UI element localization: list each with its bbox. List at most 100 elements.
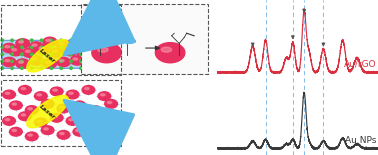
Ellipse shape	[5, 60, 10, 62]
Ellipse shape	[60, 39, 62, 42]
Ellipse shape	[27, 95, 68, 128]
Ellipse shape	[80, 50, 85, 52]
Ellipse shape	[119, 60, 121, 62]
Ellipse shape	[31, 60, 33, 62]
Ellipse shape	[50, 48, 64, 57]
Ellipse shape	[57, 104, 70, 113]
Ellipse shape	[1, 39, 3, 42]
Ellipse shape	[12, 103, 17, 105]
Ellipse shape	[34, 118, 47, 127]
Ellipse shape	[161, 47, 172, 52]
Ellipse shape	[99, 60, 102, 62]
Ellipse shape	[11, 39, 13, 42]
Ellipse shape	[37, 120, 42, 122]
Ellipse shape	[107, 50, 112, 52]
Ellipse shape	[43, 59, 57, 68]
Ellipse shape	[3, 90, 15, 99]
Ellipse shape	[70, 56, 84, 65]
Ellipse shape	[12, 49, 17, 51]
Ellipse shape	[11, 60, 13, 62]
Ellipse shape	[101, 120, 105, 122]
Ellipse shape	[104, 48, 118, 57]
Ellipse shape	[99, 53, 102, 55]
Ellipse shape	[107, 128, 112, 130]
Ellipse shape	[99, 46, 102, 49]
Ellipse shape	[60, 53, 62, 55]
Ellipse shape	[53, 115, 57, 118]
Ellipse shape	[69, 119, 73, 121]
Ellipse shape	[89, 131, 102, 139]
Ellipse shape	[85, 114, 89, 116]
Ellipse shape	[109, 46, 112, 49]
Ellipse shape	[5, 92, 10, 94]
Ellipse shape	[5, 46, 10, 48]
Ellipse shape	[3, 117, 15, 125]
Ellipse shape	[87, 61, 91, 63]
Ellipse shape	[5, 119, 10, 121]
Ellipse shape	[59, 42, 64, 45]
Ellipse shape	[70, 46, 72, 49]
Ellipse shape	[80, 60, 82, 62]
Ellipse shape	[50, 113, 63, 122]
Ellipse shape	[36, 45, 50, 54]
Ellipse shape	[80, 53, 82, 55]
Ellipse shape	[73, 44, 78, 46]
Ellipse shape	[70, 53, 72, 55]
Ellipse shape	[50, 60, 53, 62]
Ellipse shape	[50, 39, 53, 42]
Ellipse shape	[21, 67, 23, 69]
Ellipse shape	[57, 57, 70, 67]
Ellipse shape	[107, 102, 112, 104]
Ellipse shape	[40, 39, 43, 42]
Text: $h\nu$: $h\nu$	[147, 33, 160, 44]
Ellipse shape	[1, 46, 3, 49]
Ellipse shape	[98, 118, 111, 127]
Ellipse shape	[91, 133, 96, 135]
Ellipse shape	[60, 67, 62, 69]
Ellipse shape	[16, 59, 29, 68]
Ellipse shape	[1, 67, 3, 69]
Text: Laser: Laser	[39, 103, 57, 120]
Ellipse shape	[119, 39, 121, 42]
Ellipse shape	[50, 53, 53, 55]
FancyArrowPatch shape	[127, 36, 134, 43]
FancyBboxPatch shape	[81, 4, 208, 74]
Ellipse shape	[11, 67, 13, 69]
Ellipse shape	[98, 92, 111, 100]
Ellipse shape	[87, 41, 91, 43]
Ellipse shape	[77, 48, 91, 57]
Ellipse shape	[43, 37, 57, 46]
Ellipse shape	[16, 39, 29, 48]
Ellipse shape	[90, 53, 92, 55]
Ellipse shape	[60, 60, 62, 62]
Ellipse shape	[1, 53, 3, 55]
Ellipse shape	[90, 39, 92, 42]
Ellipse shape	[98, 56, 111, 65]
Ellipse shape	[9, 46, 23, 56]
Ellipse shape	[99, 67, 102, 69]
Ellipse shape	[70, 39, 72, 42]
Ellipse shape	[40, 67, 43, 69]
Ellipse shape	[9, 127, 22, 136]
Ellipse shape	[1, 60, 3, 62]
Ellipse shape	[90, 46, 92, 49]
Ellipse shape	[25, 106, 38, 114]
Ellipse shape	[84, 39, 98, 48]
Ellipse shape	[105, 126, 118, 135]
Ellipse shape	[41, 126, 54, 135]
Ellipse shape	[37, 94, 42, 96]
Ellipse shape	[32, 58, 37, 60]
Ellipse shape	[44, 102, 48, 104]
Ellipse shape	[32, 44, 37, 46]
Ellipse shape	[91, 108, 96, 110]
Ellipse shape	[98, 47, 108, 52]
Ellipse shape	[82, 112, 95, 121]
Text: Laser: Laser	[39, 48, 57, 64]
Ellipse shape	[46, 39, 51, 42]
Ellipse shape	[73, 127, 86, 136]
Ellipse shape	[40, 46, 43, 49]
Ellipse shape	[80, 67, 82, 69]
Ellipse shape	[11, 53, 13, 55]
Ellipse shape	[93, 47, 98, 49]
Ellipse shape	[19, 112, 31, 121]
